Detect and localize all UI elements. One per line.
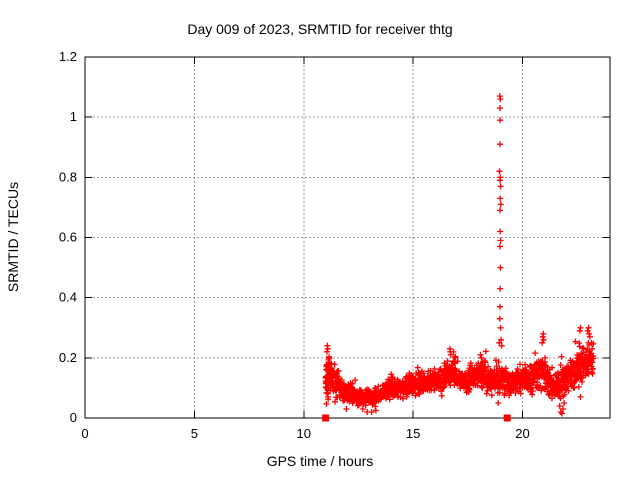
plot-border [84, 56, 611, 419]
y-tick-label: 0 [70, 410, 77, 425]
y-tick-label: 0.2 [59, 350, 77, 365]
y-tick-label: 1.2 [59, 49, 77, 64]
x-tick-label: 10 [297, 426, 311, 441]
axis-marker-square [503, 414, 511, 422]
axis-marker-square [322, 414, 330, 422]
chart-title: Day 009 of 2023, SRMTID for receiver tht… [187, 21, 453, 37]
x-tick-label: 15 [406, 426, 420, 441]
data-points-plus-markers [322, 93, 597, 417]
x-tick-label: 20 [515, 426, 529, 441]
y-tick-label: 0.6 [59, 230, 77, 245]
y-tick-label: 0.4 [59, 290, 77, 305]
y-tick-label: 1 [70, 109, 77, 124]
x-tick-label: 5 [191, 426, 198, 441]
x-axis-title: GPS time / hours [266, 453, 374, 469]
x-tick-label: 0 [81, 426, 88, 441]
y-tick-label: 0.8 [59, 169, 77, 184]
